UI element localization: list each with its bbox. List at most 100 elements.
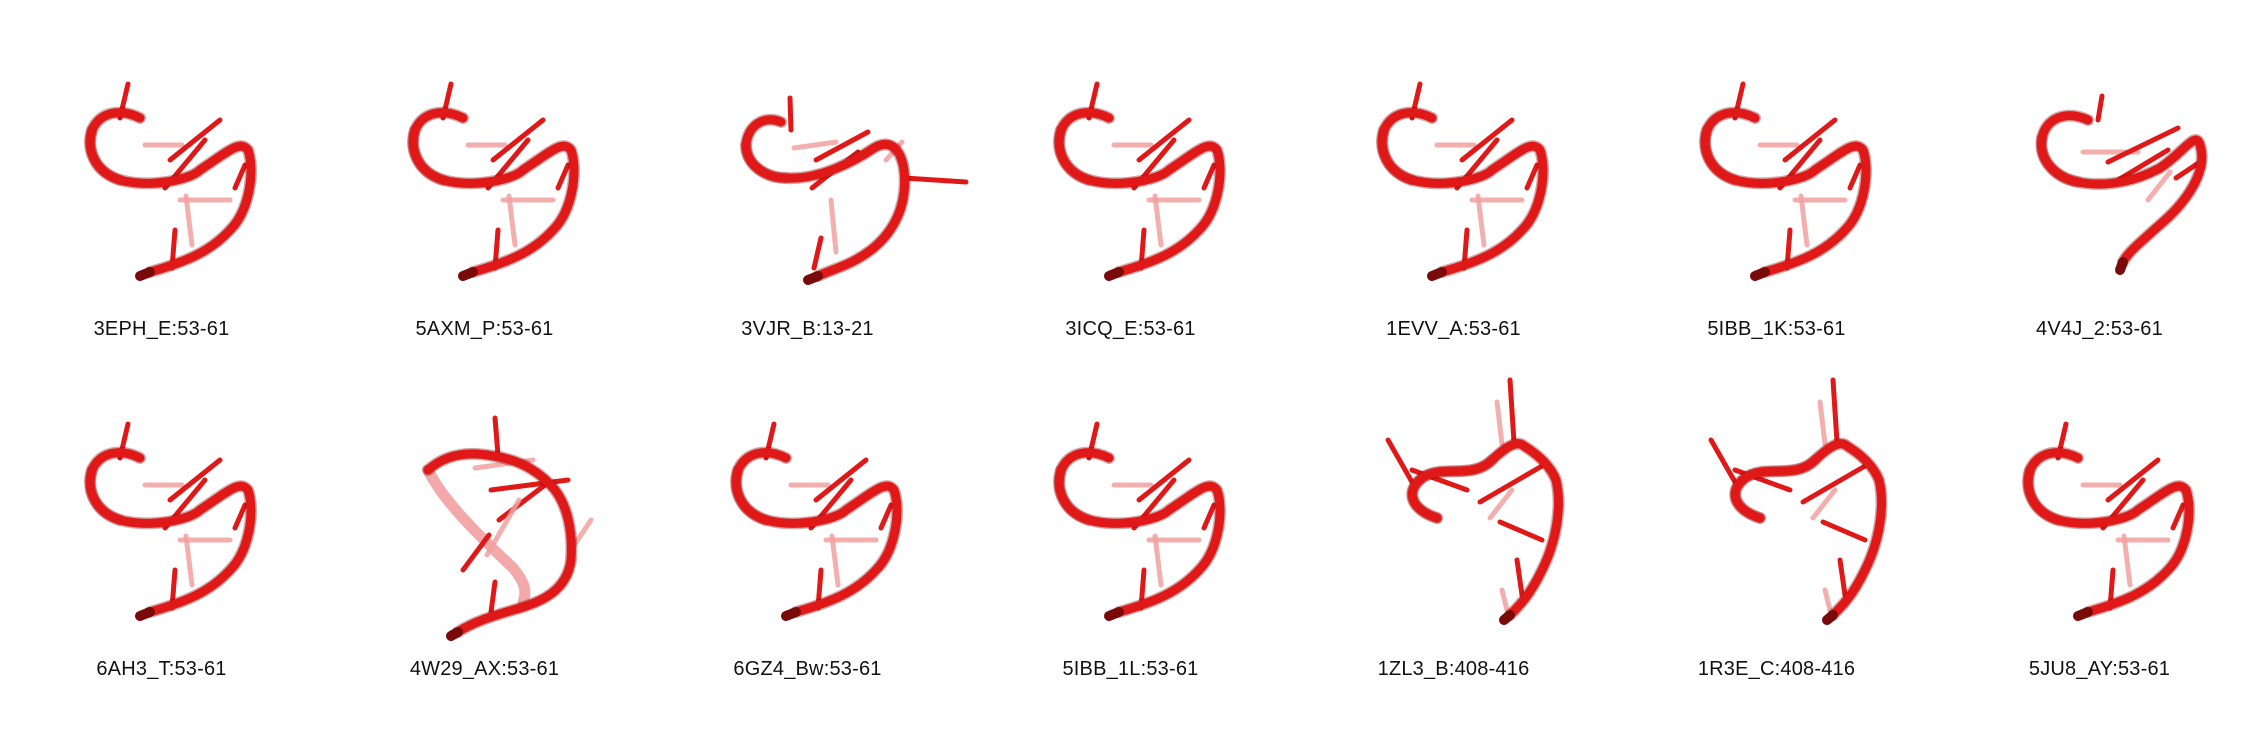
base-stick — [1708, 437, 1738, 485]
base-stick — [2121, 533, 2133, 588]
rna-structure-render — [1053, 421, 1226, 621]
backbone-shadow — [730, 446, 903, 618]
base-stick — [232, 162, 248, 191]
base-stick — [828, 197, 839, 255]
backbone-terminus — [803, 271, 823, 285]
base-stick — [1507, 377, 1517, 445]
backbone-shadow — [2022, 446, 2195, 618]
backbone-terminus — [1499, 610, 1515, 625]
rna-structure-render — [1385, 377, 1565, 625]
base-stick — [2115, 147, 2171, 183]
backbone-strand — [741, 115, 910, 281]
base-stick — [484, 497, 522, 558]
backbone-strand — [423, 449, 576, 637]
structure-label: 4V4J_2:53-61 — [2036, 318, 2163, 340]
base-stick — [496, 482, 548, 523]
base-stick — [1136, 457, 1192, 503]
base-stick — [813, 457, 869, 503]
rna-structure-render — [84, 81, 257, 281]
base-stick — [2170, 502, 2186, 531]
base-stick — [2105, 457, 2161, 503]
base-stick — [183, 533, 195, 588]
structure-panel: 3VJR_B:13-21 — [646, 0, 969, 370]
base-stick — [813, 129, 871, 163]
base-stick — [1494, 399, 1505, 447]
rna-structure-render — [2022, 421, 2195, 621]
structure-panel: 6AH3_T:53-61 — [0, 340, 323, 710]
base-stick — [167, 117, 223, 163]
base-stick — [506, 193, 518, 248]
base-stick — [791, 139, 839, 151]
base-stick — [488, 579, 498, 615]
rna-structure-render — [2035, 93, 2208, 275]
structure-panel: 4W29_AX:53-61 — [323, 340, 646, 710]
backbone-strand — [1054, 108, 1225, 277]
structure-label: 6AH3_T:53-61 — [96, 658, 227, 680]
backbone-shadow — [84, 106, 257, 278]
base-stick — [460, 532, 492, 573]
backbone-terminus — [2073, 607, 2093, 621]
structure-label: 1EVV_A:53-61 — [1386, 318, 1521, 340]
structure-panel: 5JU8_AY:53-61 — [1938, 340, 2260, 710]
base-stick — [1837, 557, 1848, 598]
base-stick — [1459, 117, 1515, 163]
base-stick — [2105, 125, 2181, 165]
base-stick — [1487, 487, 1515, 521]
structure-panel: 6GZ4_Bw:53-61 — [646, 340, 969, 710]
backbone-strand — [2023, 448, 2194, 617]
base-stick — [1820, 519, 1868, 543]
backbone-shadow — [1699, 106, 1872, 278]
base-stick — [1847, 162, 1863, 191]
structure-label: 3VJR_B:13-21 — [741, 318, 874, 340]
base-stick — [1136, 117, 1192, 163]
base-stick — [1497, 519, 1545, 543]
base-stick — [490, 117, 546, 163]
base-stick — [1830, 377, 1840, 445]
base-stick — [232, 502, 248, 531]
base-stick — [1499, 587, 1510, 613]
structure-panel: 1EVV_A:53-61 — [1292, 0, 1615, 370]
backbone-terminus — [1750, 267, 1770, 281]
base-stick — [1475, 193, 1487, 248]
backbone-strand — [85, 448, 256, 617]
base-stick — [811, 235, 824, 271]
base-stick — [1385, 437, 1415, 485]
rna-structure-render — [730, 421, 903, 621]
structure-label: 3ICQ_E:53-61 — [1065, 318, 1196, 340]
structure-panel: 3ICQ_E:53-61 — [969, 0, 1292, 370]
structure-label: 1R3E_C:408-416 — [1697, 658, 1856, 680]
structure-label: 1ZL3_B:408-416 — [1377, 658, 1530, 680]
backbone-strand — [1730, 439, 1886, 620]
backbone-strand — [1377, 108, 1548, 277]
base-stick — [488, 477, 571, 493]
base-stick — [1800, 463, 1868, 505]
base-stick — [787, 95, 794, 133]
backbone-strand — [1054, 448, 1225, 617]
structure-label: 6GZ4_Bw:53-61 — [733, 658, 882, 680]
rna-structure-render — [84, 421, 257, 621]
backbone-shadow — [1376, 106, 1549, 278]
rna-structure-render — [422, 415, 594, 641]
backbone-terminus — [1427, 267, 1447, 281]
base-stick — [1514, 557, 1525, 598]
base-stick — [1152, 193, 1164, 248]
base-stick — [1810, 487, 1838, 521]
structure-panel: 5IBB_1K:53-61 — [1615, 0, 1938, 370]
backbone-shadow — [2035, 109, 2208, 268]
rna-structure-render — [1053, 81, 1226, 281]
backbone-strand — [731, 448, 902, 617]
base-stick — [2095, 93, 2105, 123]
structure-panel: 4V4J_2:53-61 — [1938, 0, 2260, 370]
backbone-terminus — [2115, 257, 2128, 275]
backbone-terminus — [458, 267, 478, 281]
backbone-terminus — [781, 607, 801, 621]
structure-label: 5IBB_1L:53-61 — [1062, 658, 1199, 680]
base-stick — [555, 162, 571, 191]
structure-label: 5JU8_AY:53-61 — [2028, 658, 2171, 680]
structure-panel: 1ZL3_B:408-416 — [1292, 340, 1615, 710]
backbone-terminus — [1822, 610, 1838, 625]
structure-label: 3EPH_E:53-61 — [93, 318, 230, 340]
structure-panel: 3EPH_E:53-61 — [0, 0, 323, 370]
backbone-terminus — [446, 627, 463, 641]
